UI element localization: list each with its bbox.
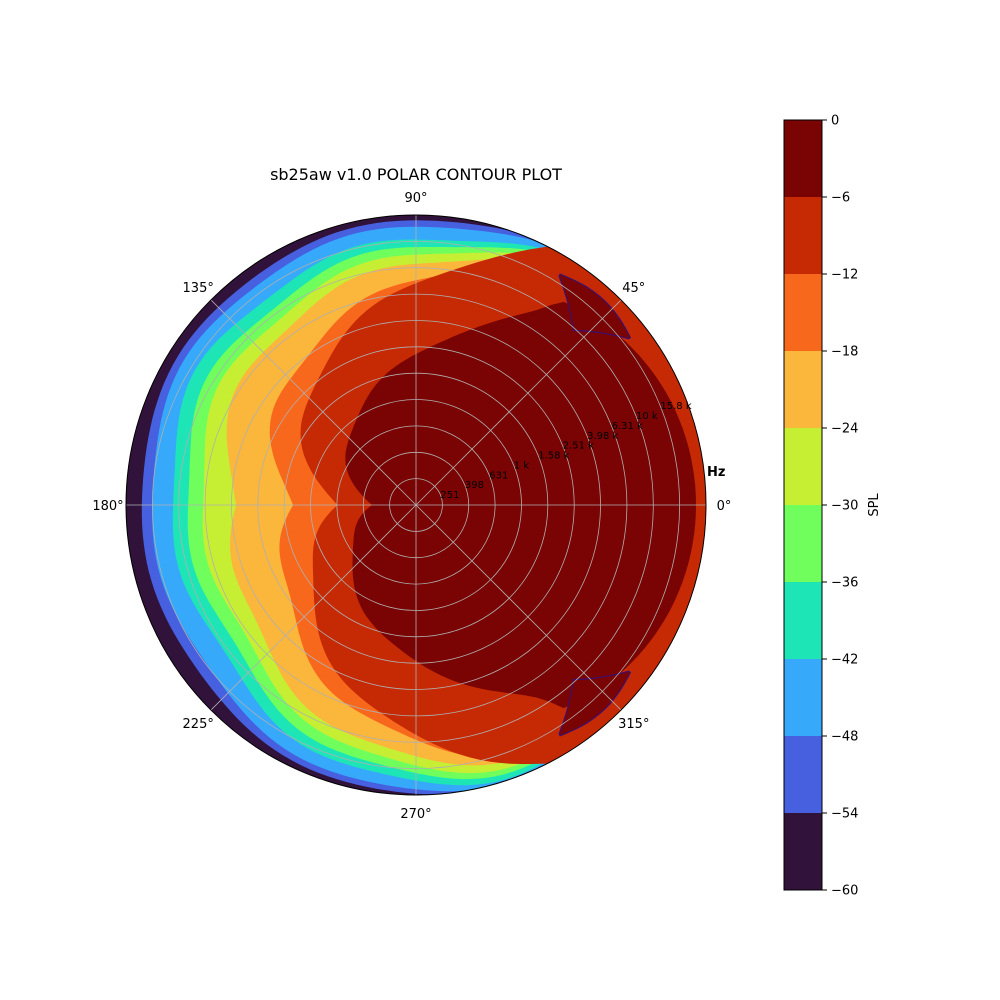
colorbar-tick-label: −60 xyxy=(831,884,858,899)
colorbar-tick-label: −18 xyxy=(831,345,858,360)
colorbar-segment xyxy=(784,428,822,506)
colorbar-segment xyxy=(784,351,822,429)
colorbar-segment xyxy=(784,120,822,198)
colorbar-segment xyxy=(784,736,822,814)
colorbar-tick-label: −42 xyxy=(831,653,858,668)
radial-tick-label: 6.31 k xyxy=(612,421,643,432)
radial-tick-label: 631 xyxy=(489,470,508,481)
angle-tick-label: 135° xyxy=(183,281,214,296)
colorbar-tick-label: −24 xyxy=(831,422,858,437)
radial-tick-label: 1.58 k xyxy=(538,451,569,462)
angle-tick-label: 315° xyxy=(618,717,649,732)
radial-tick-label: 398 xyxy=(465,480,484,491)
colorbar: 0 −6 −12 −18 −24 −30 −36 −42 −48 −54 −60 xyxy=(783,114,858,899)
colorbar-segment xyxy=(784,813,822,891)
colorbar-segment xyxy=(784,274,822,352)
colorbar-segment xyxy=(784,505,822,583)
colorbar-tick-label: −36 xyxy=(831,576,858,591)
angular-gridline xyxy=(210,504,417,711)
polar-grid xyxy=(126,215,706,795)
radial-tick-label: 3.98 k xyxy=(587,431,618,442)
radial-tick-label: 10 k xyxy=(636,411,658,422)
radial-tick-label: 15.8 k xyxy=(660,401,691,412)
chart-title: sb25aw v1.0 POLAR CONTOUR PLOT xyxy=(270,165,562,184)
colorbar-tick-label: −54 xyxy=(831,807,858,822)
colorbar-label: SPL xyxy=(867,493,882,517)
angle-tick-label: 270° xyxy=(400,807,431,822)
angle-tick-label: 225° xyxy=(183,717,214,732)
polar-plot-area xyxy=(126,215,706,795)
radial-axis-label: Hz xyxy=(707,465,725,480)
angular-gridline xyxy=(210,299,417,506)
angle-tick-label: 90° xyxy=(404,191,427,206)
radial-tick-label: 2.51 k xyxy=(563,441,594,452)
polar-outline xyxy=(125,214,707,796)
angle-tick-label: 180° xyxy=(92,499,123,514)
angle-tick-label: 0° xyxy=(717,499,732,514)
radial-tick-label: 251 xyxy=(440,490,459,501)
colorbar-segment xyxy=(784,582,822,660)
radial-tick-labels: 251 398 631 1 k 1.58 k2.51 k3.98 k6.31 k10 k… xyxy=(440,401,691,501)
colorbar-tick-label: −30 xyxy=(831,499,858,514)
angular-gridline xyxy=(415,299,622,506)
contour-lobe-lower xyxy=(558,670,632,737)
radial-tick-label: 1 k xyxy=(514,461,530,472)
colorbar-tick-label: −6 xyxy=(831,191,850,206)
colorbar-segment xyxy=(784,197,822,275)
angular-gridline xyxy=(415,504,622,711)
colorbar-tick-label: −48 xyxy=(831,730,858,745)
colorbar-tick-label: −12 xyxy=(831,268,858,283)
colorbar-segment xyxy=(784,659,822,737)
angle-tick-label: 45° xyxy=(622,281,645,296)
colorbar-tick-label: 0 xyxy=(831,114,839,129)
angle-tick-labels: 0° 45° 90° 135° 180° 225° 270° 315° xyxy=(92,191,731,822)
